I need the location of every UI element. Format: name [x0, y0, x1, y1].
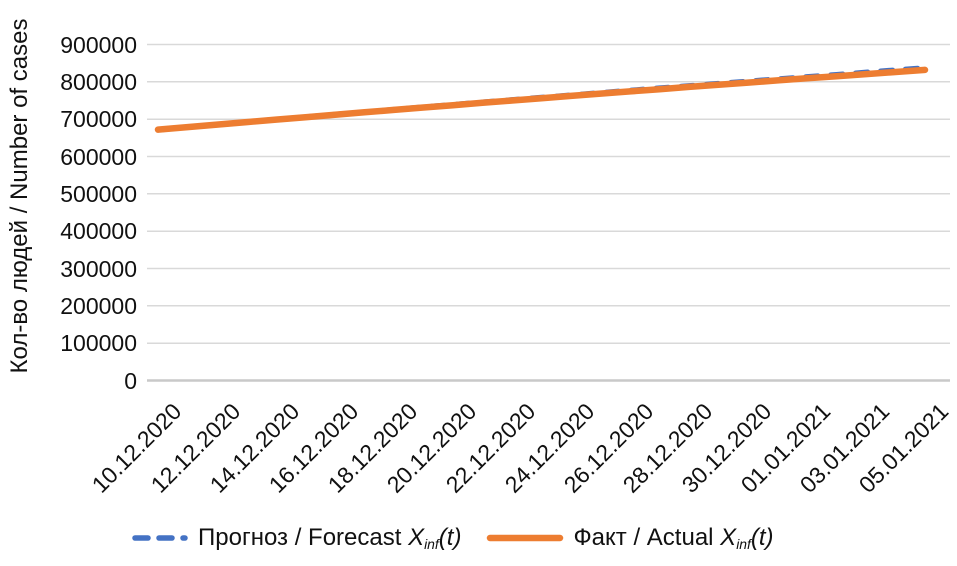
y-tick-label: 200000 [60, 292, 137, 319]
legend-forecast-text: Прогноз / Forecast [198, 524, 409, 551]
y-tick-label: 500000 [60, 180, 137, 207]
legend-forecast-variable: X [408, 524, 425, 551]
y-tick-label: 800000 [60, 68, 137, 95]
y-tick-label: 700000 [60, 106, 137, 133]
legend-label-forecast: Прогноз / Forecast Xinf(t) [198, 524, 461, 552]
legend-actual-text: Факт / Actual [573, 524, 721, 551]
y-tick-label: 0 [124, 367, 137, 394]
legend-actual-variable: X [720, 524, 737, 551]
forecast-dashed-line-sample [132, 535, 188, 541]
legend-item-forecast: Прогноз / Forecast Xinf(t) [131, 524, 461, 552]
legend-forecast-suffix: (t) [438, 524, 462, 551]
y-tick-label: 400000 [60, 218, 137, 245]
legend-forecast-subscript: inf [424, 536, 439, 553]
legend: Прогноз / Forecast Xinf(t) Факт / Actual… [131, 524, 774, 552]
actual-line [154, 66, 929, 133]
y-tick-label: 900000 [60, 31, 137, 58]
legend-actual-suffix: (t) [750, 524, 774, 551]
y-tick-label: 300000 [60, 255, 137, 282]
legend-label-actual: Факт / Actual Xinf(t) [573, 524, 773, 552]
actual-solid-line-sample [487, 534, 564, 542]
y-tick-label: 600000 [60, 143, 137, 170]
y-tick-label: 100000 [60, 330, 137, 357]
legend-actual-subscript: inf [736, 536, 751, 553]
legend-item-actual: Факт / Actual Xinf(t) [486, 524, 774, 552]
